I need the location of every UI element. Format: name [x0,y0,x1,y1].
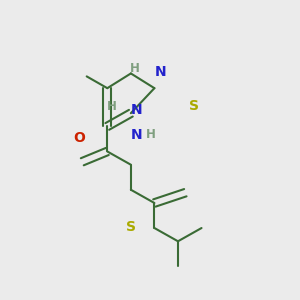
Text: N: N [131,103,143,117]
Text: N: N [155,65,166,79]
Text: H: H [130,61,140,75]
Text: S: S [127,220,136,234]
Text: S: S [189,99,199,113]
Text: H: H [146,128,156,142]
Text: N: N [131,128,143,142]
Text: O: O [73,130,85,145]
Text: H: H [107,100,117,113]
